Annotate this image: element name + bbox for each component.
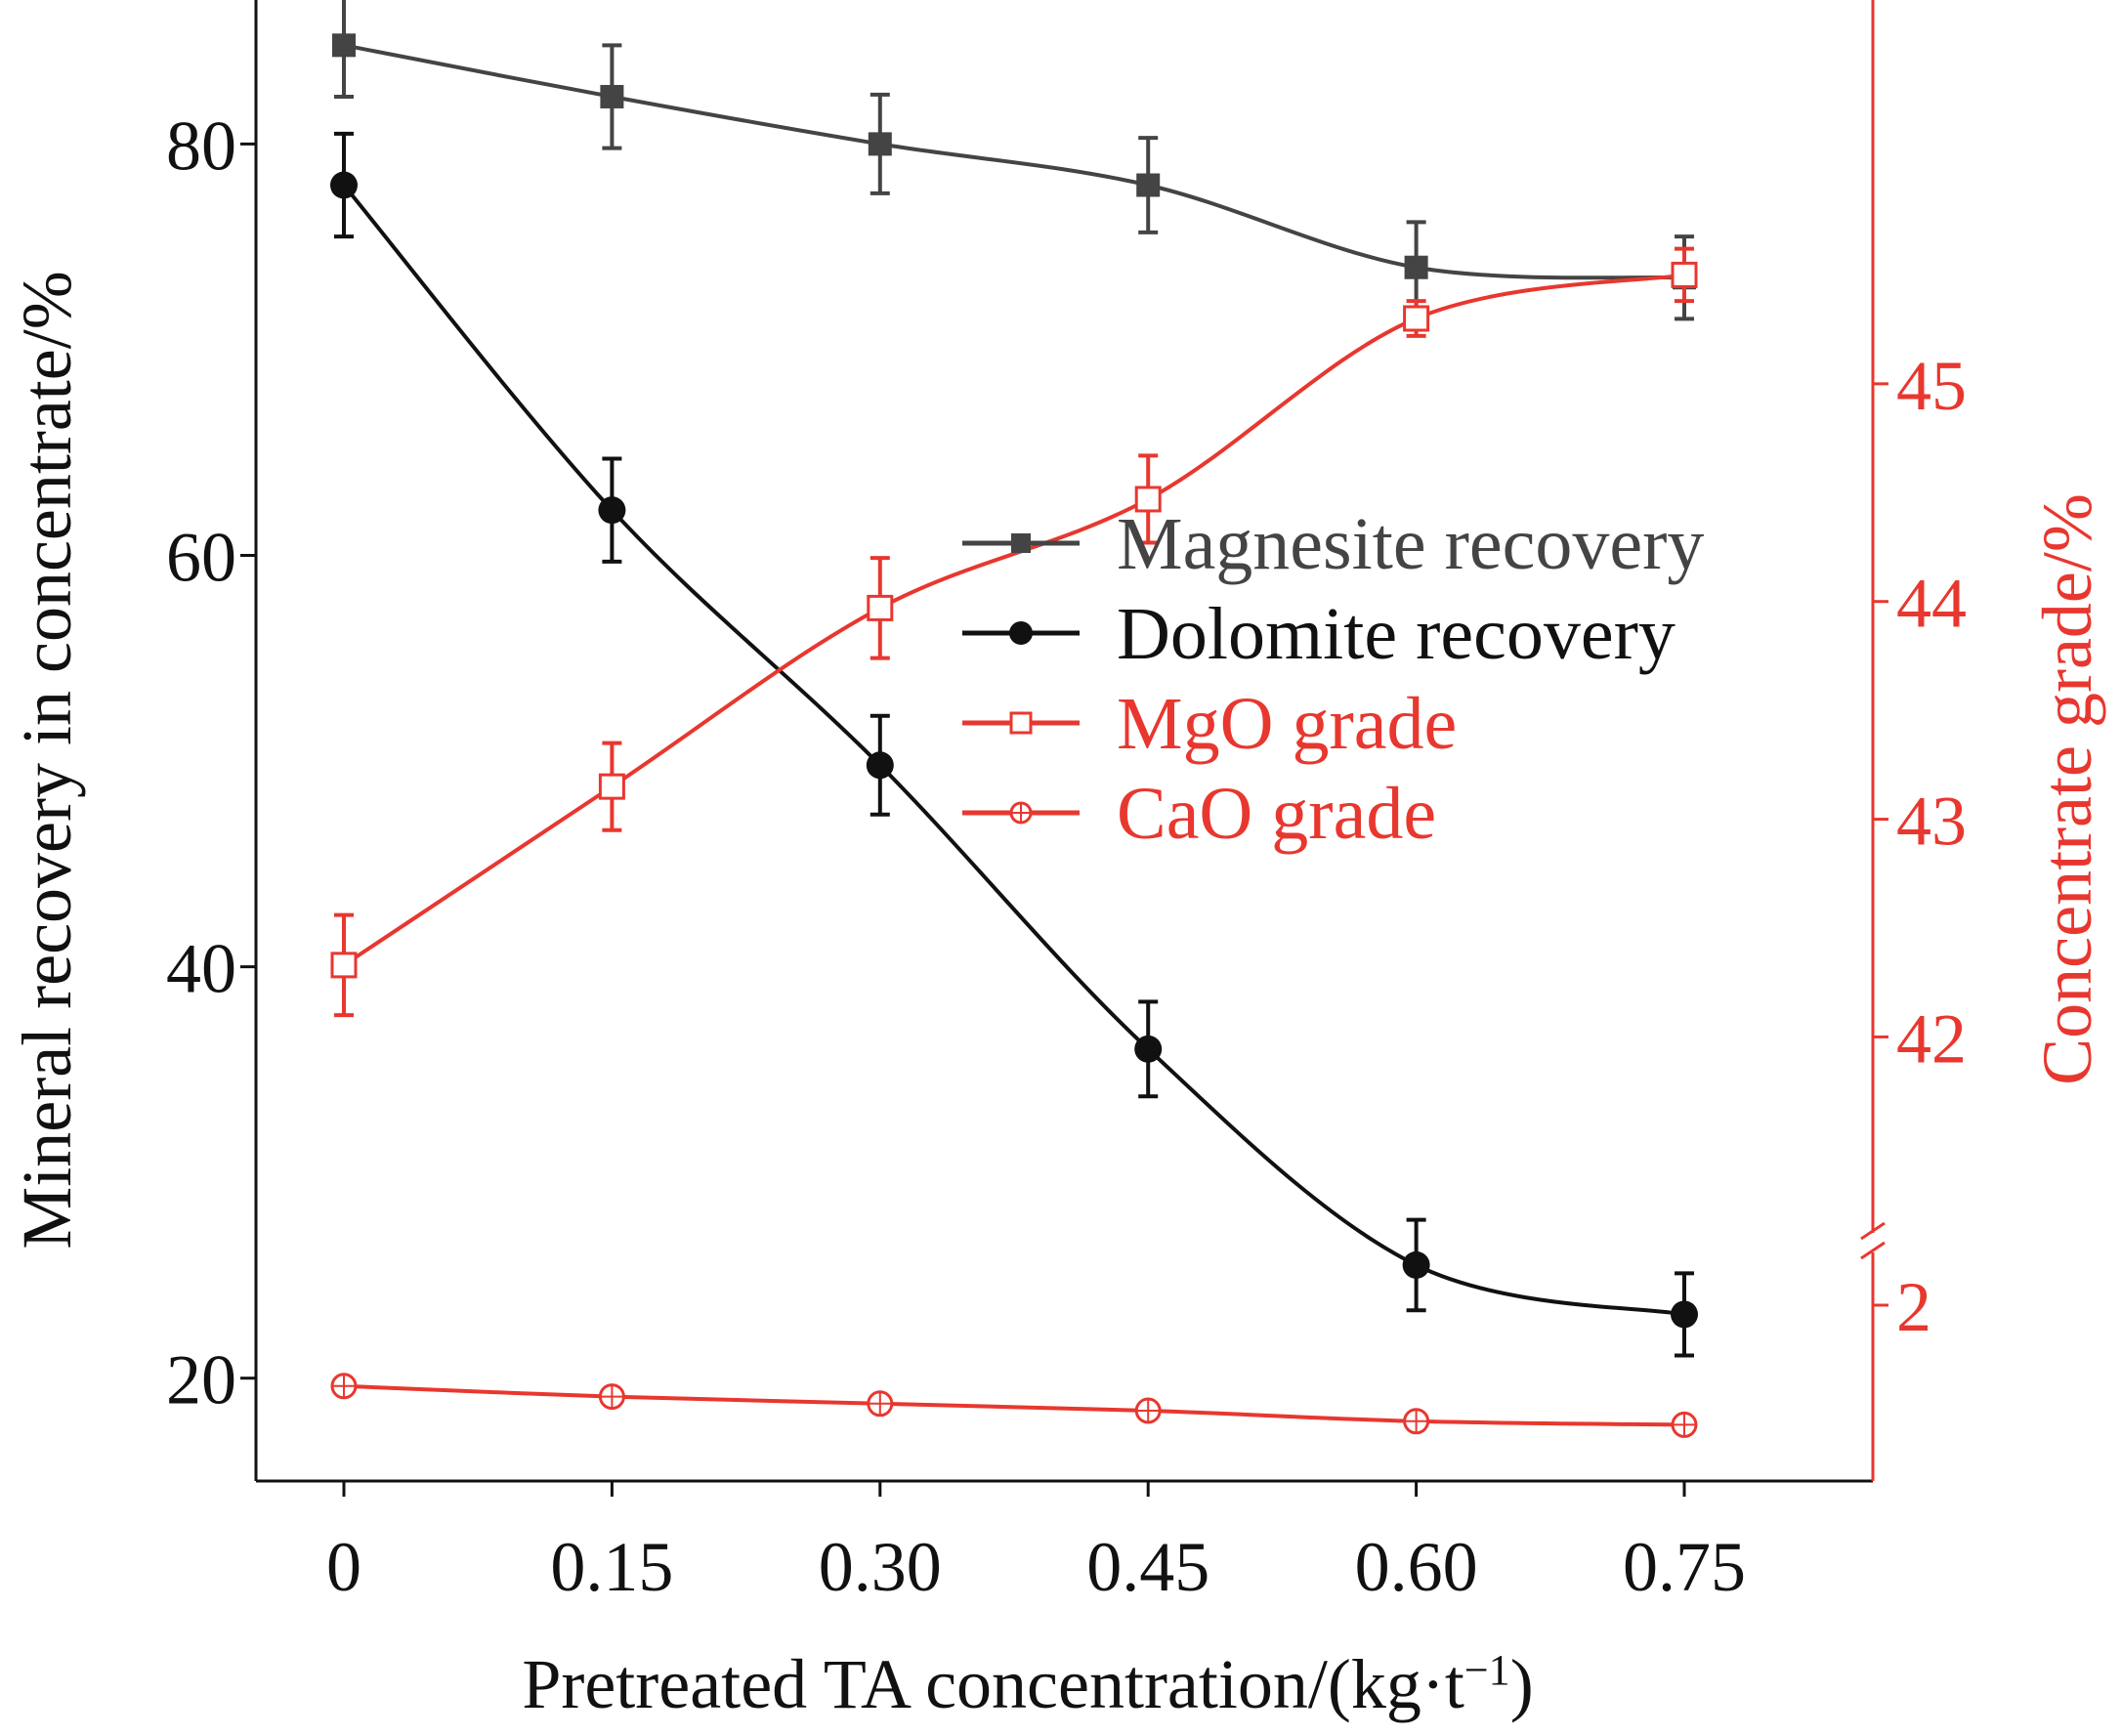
- plot-series: [330, 0, 1698, 1438]
- x-tick-label: 0.15: [550, 1528, 673, 1606]
- x-tick-label: 0: [326, 1528, 361, 1606]
- legend-label: CaO grade: [1117, 773, 1436, 855]
- legend-label: Magnesite recovery: [1117, 503, 1704, 585]
- marker-circle: [1009, 621, 1033, 645]
- y-right-tick-label: 2: [1896, 1268, 1931, 1346]
- y-right-tick-label: 43: [1896, 783, 1967, 861]
- legend-item: Magnesite recovery: [962, 503, 1704, 585]
- y-left-tick-label: 20: [166, 1341, 236, 1419]
- series-line: [343, 43, 1685, 280]
- marker-square-open: [867, 594, 894, 621]
- marker-circle: [598, 496, 626, 525]
- axes: 0 0.15 0.30 0.45 0.60 0.75 20 40 60 80 42 43 44 45 2: [166, 0, 1967, 1606]
- x-tick-label: 0.60: [1355, 1528, 1478, 1606]
- series-magnesite-recovery: [332, 0, 1696, 321]
- legend-label: Dolomite recovery: [1117, 593, 1676, 675]
- series-mgo-grade: [330, 246, 1698, 1018]
- marker-square-open: [1671, 261, 1698, 288]
- series-line: [343, 1383, 1685, 1427]
- y-left-tick-label: 60: [166, 519, 236, 597]
- marker-square-open: [1009, 711, 1033, 735]
- marker-square-open: [598, 773, 625, 800]
- marker-square: [868, 132, 892, 156]
- marker-circle: [330, 171, 358, 199]
- marker-square: [1011, 533, 1031, 553]
- legend-item: MgO grade: [962, 683, 1457, 765]
- y-left-tick-label: 80: [166, 106, 236, 185]
- legend-label: MgO grade: [1117, 683, 1457, 765]
- y-left-tick-label: 40: [166, 930, 236, 1008]
- marker-square-open: [1134, 486, 1162, 513]
- x-axis-label: Pretreated TA concentration/(kg·t−1): [522, 1645, 1533, 1723]
- marker-square-open: [1403, 305, 1430, 332]
- x-axis-label-superscript: −1: [1464, 1646, 1510, 1694]
- series-line: [342, 184, 1685, 1317]
- axis-break-mark: [1860, 1221, 1886, 1241]
- y-right-tick-label: 44: [1896, 565, 1967, 643]
- marker-square: [1136, 173, 1161, 197]
- y-axis-right-label: Concentrate grade/%: [2028, 493, 2106, 1085]
- y-axis-left-label: Mineral recovery in concentrate/%: [8, 271, 86, 1249]
- legend-item: CaO grade: [962, 773, 1436, 855]
- series-cao-grade: [330, 1373, 1698, 1438]
- marker-circle: [866, 751, 894, 780]
- marker-circle: [1134, 1035, 1163, 1063]
- y-right-tick-label: 42: [1896, 999, 1967, 1078]
- marker-square: [1404, 255, 1428, 279]
- marker-square: [600, 84, 624, 108]
- x-tick-label: 0.30: [819, 1528, 942, 1606]
- marker-square-open: [330, 952, 358, 979]
- marker-square: [332, 33, 356, 58]
- series-line: [342, 273, 1685, 967]
- marker-circle: [1671, 1300, 1698, 1329]
- axis-break-mark: [1860, 1241, 1886, 1260]
- legend-item: Dolomite recovery: [962, 593, 1676, 675]
- x-tick-label: 0.75: [1623, 1528, 1746, 1606]
- x-tick-label: 0.45: [1086, 1528, 1209, 1606]
- y-right-tick-label: 45: [1896, 347, 1967, 425]
- series-dolomite-recovery: [330, 131, 1698, 1358]
- marker-circle: [1402, 1250, 1430, 1279]
